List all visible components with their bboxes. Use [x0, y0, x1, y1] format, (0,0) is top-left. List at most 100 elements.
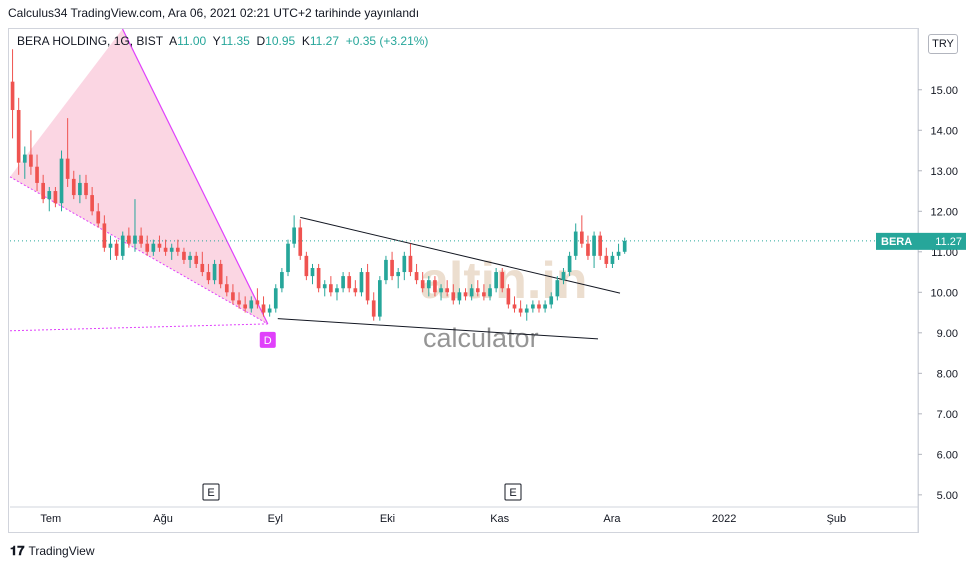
candle-body [310, 268, 315, 277]
candle-body [304, 255, 309, 277]
candle-body [145, 243, 150, 252]
candle-body [592, 235, 596, 256]
y-tick-label: 13.00 [930, 166, 958, 178]
candle-body [249, 300, 254, 309]
candle-body [573, 231, 578, 256]
candle-body [41, 182, 45, 200]
candle-body [231, 292, 235, 301]
x-tick-label: Ara [603, 513, 621, 525]
candle-body [524, 308, 529, 313]
y-tick-label: 7.00 [937, 409, 958, 421]
d-marker [259, 331, 276, 348]
candle-body [133, 235, 137, 244]
candle-body [598, 235, 603, 256]
y-tick-label: 9.00 [937, 328, 958, 340]
candle-body [16, 110, 21, 163]
candle-body [384, 259, 388, 281]
candle-body [188, 255, 192, 260]
candle-body [335, 288, 339, 293]
candle-body [475, 288, 480, 293]
candle-body [579, 231, 584, 244]
low-label: D [256, 34, 266, 48]
x-tick-label: 2022 [712, 513, 736, 525]
candle-body [377, 280, 382, 317]
candle-body [96, 211, 101, 224]
candle-body [451, 292, 456, 301]
candle-body [518, 308, 523, 313]
x-tick-label: Şub [827, 513, 847, 525]
candle-body [347, 276, 352, 289]
candle-body [365, 272, 370, 301]
candle-body [175, 247, 180, 252]
pattern-edge [122, 28, 269, 325]
candle-body [163, 247, 168, 252]
pattern-fill [10, 29, 268, 324]
candle-body [537, 304, 541, 309]
currency-button[interactable]: TRY [928, 34, 958, 54]
candle-body [212, 263, 217, 281]
candle-body [65, 158, 70, 179]
candle-body [22, 154, 27, 163]
candle-body [35, 166, 39, 183]
candle-body [90, 195, 94, 212]
candle-body [371, 300, 376, 317]
candle-body [127, 235, 131, 244]
y-tick-label: 6.00 [937, 449, 958, 461]
watermark-sub: calculator [423, 323, 539, 353]
candle-body [402, 255, 407, 273]
candle-body [433, 280, 437, 293]
candle-body [157, 243, 162, 248]
footer-brand[interactable]: 𝟏𝟕 TradingView [10, 543, 95, 559]
x-tick-label: Tem [40, 513, 61, 525]
candle-body [53, 191, 58, 204]
candle-body [78, 182, 82, 196]
candle-body [224, 284, 229, 293]
candle-body [469, 288, 474, 297]
candle-body [439, 288, 443, 293]
candle-body [494, 272, 498, 289]
price-tag [876, 232, 966, 250]
candle-body [567, 255, 572, 273]
candle-body [255, 300, 260, 305]
candle-body [47, 191, 52, 200]
candle-body [531, 304, 535, 309]
candle-body [543, 304, 547, 309]
e-marker-1 [202, 483, 220, 501]
footer-brand-name: TradingView [28, 544, 95, 558]
candle-body [457, 292, 462, 301]
candle-body [445, 288, 450, 293]
candle-body [426, 280, 431, 289]
e-marker-1-label: E [207, 487, 214, 499]
e-marker-2 [504, 483, 522, 501]
publish-info: Calculus34 TradingView.com, Ara 06, 2021… [8, 6, 420, 20]
close-value: 11.27 [309, 34, 340, 48]
high-value: 11.35 [220, 34, 250, 48]
candle-body [237, 300, 241, 305]
upper-trendline [300, 216, 621, 294]
candle-body [610, 255, 615, 264]
x-tick-label: Eyl [268, 513, 283, 525]
candle-body [604, 255, 609, 264]
candle-body [396, 272, 401, 277]
candle-body [329, 284, 333, 293]
candle-body [218, 263, 223, 285]
d-marker-label: D [264, 335, 272, 347]
candle-body [622, 240, 627, 252]
candle-body [500, 272, 505, 289]
high-label: Y [212, 34, 221, 48]
e-marker-2-label: E [509, 487, 516, 499]
candle-body [84, 182, 88, 196]
candle-body [194, 255, 199, 264]
low-value: 10.95 [265, 34, 296, 48]
candle-body [298, 227, 303, 256]
candle-body [353, 288, 358, 293]
candle-body [114, 243, 119, 256]
candle-body [59, 158, 64, 204]
candle-body [10, 81, 15, 111]
candle-body [261, 304, 266, 313]
candle-body [151, 243, 156, 252]
candle-body [71, 178, 76, 196]
y-tick-label: 5.00 [937, 490, 958, 502]
price-tag-value: 11.27 [935, 236, 962, 248]
